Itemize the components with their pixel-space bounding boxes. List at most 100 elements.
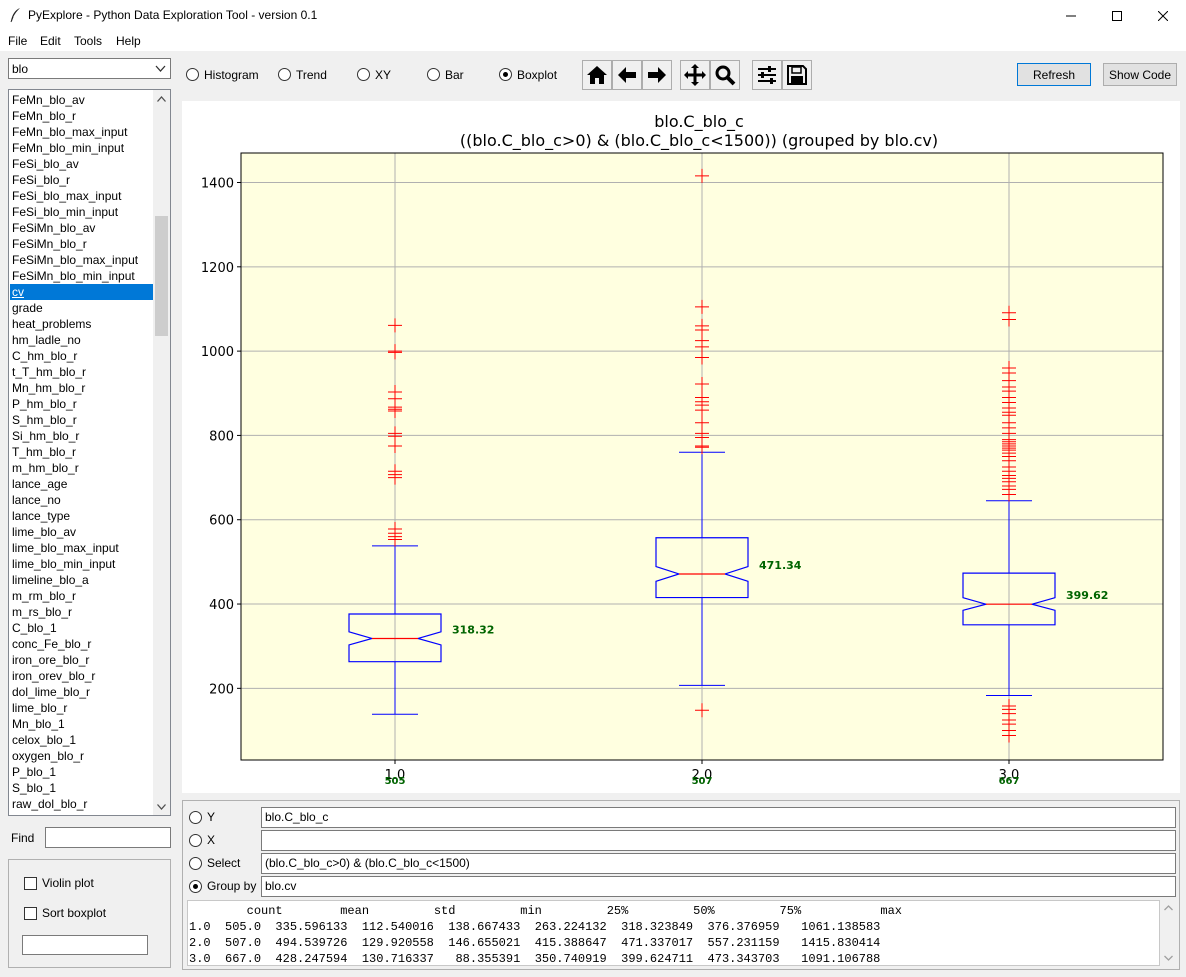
zoom-button[interactable]: [710, 60, 740, 90]
configure-subplots-button[interactable]: [752, 60, 782, 90]
scroll-thumb[interactable]: [155, 216, 168, 336]
chevron-down-icon: [157, 803, 166, 810]
variable-item[interactable]: lime_blo_min_input: [12, 557, 116, 571]
menu-help[interactable]: Help: [116, 34, 141, 48]
variable-item[interactable]: Mn_hm_blo_r: [12, 381, 86, 395]
radio-histogram-label: Histogram: [204, 68, 259, 82]
variable-item[interactable]: lance_type: [12, 509, 71, 523]
radio-bar[interactable]: [427, 68, 440, 81]
refresh-button[interactable]: Refresh: [1017, 63, 1091, 86]
home-button[interactable]: [582, 60, 612, 90]
variable-item[interactable]: Si_hm_blo_r: [12, 429, 80, 443]
variable-item[interactable]: FeMn_blo_r: [12, 109, 77, 123]
variable-item[interactable]: T_hm_blo_r: [12, 445, 77, 459]
scroll-up-button[interactable]: [153, 90, 170, 107]
variable-item[interactable]: lime_blo_av: [12, 525, 77, 539]
variable-item[interactable]: m_rm_blo_r: [12, 589, 77, 603]
radio-group-by[interactable]: [189, 880, 202, 893]
stats-cell: 146.655021: [433, 936, 521, 950]
radio-xy-label: XY: [375, 68, 392, 82]
variable-item[interactable]: FeSiMn_blo_min_input: [12, 269, 135, 283]
variable-item[interactable]: t_T_hm_blo_r: [12, 365, 87, 379]
sort-boxplot-label: Sort boxplot: [42, 906, 107, 920]
minimize-button[interactable]: [1048, 0, 1094, 31]
radio-histogram[interactable]: [186, 68, 199, 81]
variable-item[interactable]: m_hm_blo_r: [12, 461, 79, 475]
save-figure-button[interactable]: [782, 60, 812, 90]
variable-item[interactable]: FeMn_blo_min_input: [12, 141, 125, 155]
statistics-output[interactable]: count mean std min 25% 50% 75% max 1.0 5…: [187, 900, 1160, 966]
variable-item[interactable]: limeline_blo_a: [12, 573, 89, 587]
radio-xy[interactable]: [357, 68, 370, 81]
sort-boxplot-checkbox[interactable]: [24, 907, 37, 920]
menu-edit[interactable]: Edit: [40, 34, 61, 48]
variable-item[interactable]: heat_problems: [12, 317, 92, 331]
radio-x-label: X: [207, 833, 216, 847]
menu-file[interactable]: File: [8, 34, 28, 48]
variable-item[interactable]: iron_orev_blo_r: [12, 669, 96, 683]
stats-column-header: 25%: [541, 904, 629, 918]
median-label: 399.62: [1066, 589, 1108, 602]
chevron-down-icon[interactable]: [153, 61, 168, 76]
forward-button[interactable]: [642, 60, 672, 90]
variable-item[interactable]: FeSiMn_blo_r: [12, 237, 87, 251]
variable-item[interactable]: P_hm_blo_r: [12, 397, 77, 411]
scroll-down-button[interactable]: [153, 798, 170, 815]
variable-item[interactable]: P_blo_1: [12, 765, 57, 779]
variable-item[interactable]: iron_ore_blo_r: [12, 653, 90, 667]
variable-item[interactable]: m_rs_blo_r: [12, 605, 73, 619]
violin-plot-checkbox[interactable]: [24, 877, 37, 890]
variable-item[interactable]: FeSi_blo_av: [12, 157, 79, 171]
variable-item[interactable]: C_hm_blo_r: [12, 349, 78, 363]
radio-trend[interactable]: [278, 68, 291, 81]
outlier-point: [695, 440, 709, 455]
variable-item[interactable]: conc_Fe_blo_r: [12, 637, 92, 651]
variable-item[interactable]: hm_ladle_no: [12, 333, 81, 347]
radio-y[interactable]: [189, 811, 202, 824]
maximize-button[interactable]: [1094, 0, 1140, 31]
statistics-scrollbar[interactable]: [1160, 900, 1177, 966]
close-button[interactable]: [1140, 0, 1186, 31]
stats-cell: 505.0: [210, 920, 262, 934]
y-field[interactable]: blo.C_blo_c: [261, 807, 1176, 828]
variable-item[interactable]: lime_blo_max_input: [12, 541, 119, 555]
group-by-field[interactable]: blo.cv: [261, 876, 1176, 897]
pan-button[interactable]: [680, 60, 710, 90]
variable-item[interactable]: FeSi_blo_r: [12, 173, 71, 187]
x-field[interactable]: [261, 830, 1176, 851]
table-combobox[interactable]: blo: [8, 58, 171, 79]
variable-item[interactable]: lance_no: [12, 493, 61, 507]
variable-item[interactable]: FeSi_blo_max_input: [12, 189, 122, 203]
variable-item[interactable]: dol_lime_blo_r: [12, 685, 91, 699]
variable-item[interactable]: FeSi_blo_min_input: [12, 205, 119, 219]
radio-select[interactable]: [189, 857, 202, 870]
variable-item[interactable]: Mn_blo_1: [12, 717, 65, 731]
radio-x[interactable]: [189, 834, 202, 847]
menu-tools[interactable]: Tools: [74, 34, 103, 48]
variable-item[interactable]: celox_blo_1: [12, 733, 77, 747]
variable-item[interactable]: lime_blo_r: [12, 701, 68, 715]
variable-listbox[interactable]: FeMn_blo_av FeMn_blo_r FeMn_blo_max_input F…: [8, 89, 171, 816]
variable-item[interactable]: C_blo_1: [12, 621, 57, 635]
variable-item[interactable]: raw_dol_blo_r: [12, 797, 88, 811]
variable-item[interactable]: FeMn_blo_max_input: [12, 125, 128, 139]
select-field[interactable]: (blo.C_blo_c>0) & (blo.C_blo_c<1500): [261, 853, 1176, 874]
radio-boxplot[interactable]: [499, 68, 512, 81]
radio-group-by-label: Group by: [207, 879, 257, 893]
variable-item[interactable]: oxygen_blo_r: [12, 749, 85, 763]
plot-canvas[interactable]: blo.C_blo_c ((blo.C_blo_c>0) & (blo.C_bl…: [182, 101, 1180, 793]
variable-list-scrollbar[interactable]: [153, 90, 170, 815]
show-code-button[interactable]: Show Code: [1103, 63, 1177, 86]
variable-item[interactable]: grade: [12, 301, 43, 315]
options-input[interactable]: [22, 935, 148, 955]
variable-item[interactable]: S_hm_blo_r: [12, 413, 77, 427]
variable-item[interactable]: FeMn_blo_av: [12, 93, 85, 107]
variable-item[interactable]: FeSiMn_blo_av: [12, 221, 96, 235]
find-input[interactable]: [45, 827, 171, 848]
y-tick-label: 600: [209, 514, 234, 529]
variable-item[interactable]: cv: [10, 284, 153, 300]
back-button[interactable]: [612, 60, 642, 90]
variable-item[interactable]: lance_age: [12, 477, 68, 491]
variable-item[interactable]: S_blo_1: [12, 781, 57, 795]
variable-item[interactable]: FeSiMn_blo_max_input: [12, 253, 139, 267]
